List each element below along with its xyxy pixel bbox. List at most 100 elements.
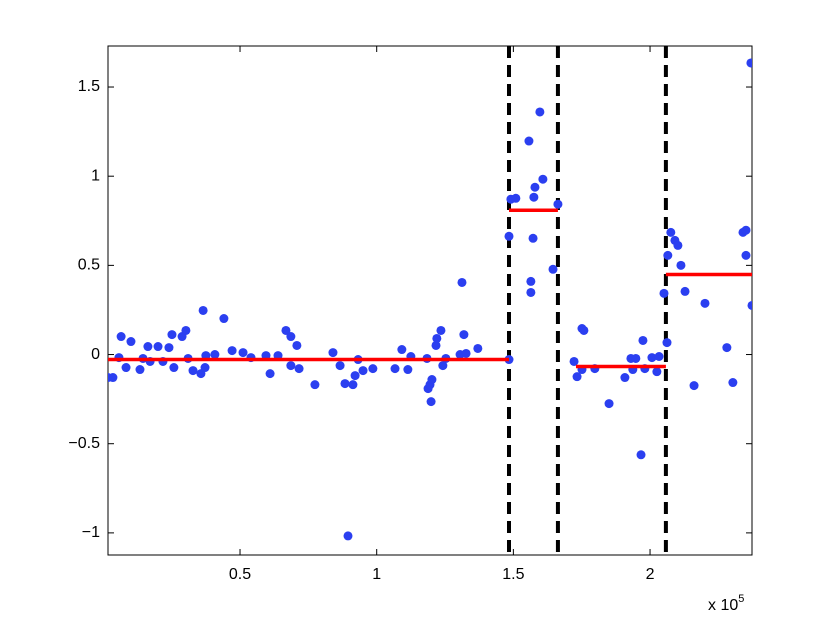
data-point bbox=[535, 107, 545, 117]
data-point bbox=[526, 276, 536, 286]
data-point bbox=[108, 373, 118, 383]
x-multiplier-base: x 10 bbox=[708, 597, 738, 614]
data-point bbox=[631, 353, 641, 363]
data-point bbox=[153, 342, 163, 352]
data-point bbox=[457, 277, 467, 287]
y-tick-label: 1 bbox=[91, 167, 100, 184]
data-point bbox=[689, 381, 699, 391]
data-point bbox=[227, 346, 237, 356]
data-point bbox=[286, 332, 296, 342]
data-point bbox=[728, 378, 738, 388]
data-point bbox=[340, 379, 350, 389]
data-point bbox=[126, 337, 136, 347]
data-point bbox=[397, 345, 407, 355]
data-point bbox=[638, 335, 648, 345]
data-point bbox=[700, 298, 710, 308]
data-point bbox=[328, 348, 338, 358]
data-point bbox=[121, 363, 131, 373]
data-point bbox=[210, 350, 220, 360]
data-point bbox=[741, 250, 751, 260]
data-point bbox=[343, 531, 353, 541]
data-point bbox=[432, 333, 442, 343]
data-point bbox=[164, 343, 174, 353]
x-tick-label: 0.5 bbox=[229, 566, 251, 583]
data-point bbox=[579, 325, 589, 335]
x-multiplier: x 105 bbox=[708, 593, 744, 614]
data-point bbox=[461, 348, 471, 358]
data-point bbox=[426, 397, 436, 407]
x-multiplier-exponent: 5 bbox=[738, 593, 744, 605]
data-point bbox=[504, 231, 514, 241]
data-point bbox=[652, 367, 662, 377]
data-point bbox=[722, 343, 732, 353]
data-point bbox=[663, 250, 673, 260]
data-point bbox=[286, 361, 296, 371]
data-point bbox=[604, 399, 614, 409]
data-point bbox=[198, 305, 208, 315]
data-point bbox=[526, 287, 536, 297]
data-point bbox=[358, 366, 368, 376]
data-point bbox=[620, 373, 630, 383]
data-point bbox=[143, 342, 153, 352]
data-point bbox=[538, 174, 548, 184]
y-tick-label: 0 bbox=[91, 346, 100, 363]
data-point bbox=[659, 288, 669, 298]
y-tick-label: −0.5 bbox=[68, 435, 100, 452]
data-point bbox=[368, 364, 378, 374]
data-point bbox=[459, 330, 469, 340]
data-point bbox=[181, 325, 191, 335]
data-point bbox=[238, 348, 248, 358]
data-point bbox=[528, 233, 538, 243]
data-point bbox=[680, 286, 690, 296]
plot-area bbox=[108, 46, 752, 555]
data-point bbox=[473, 343, 483, 353]
data-point bbox=[548, 264, 558, 274]
data-point bbox=[294, 364, 304, 374]
y-tick-label: 1.5 bbox=[78, 78, 100, 95]
data-point bbox=[390, 364, 400, 374]
data-point bbox=[281, 325, 291, 335]
x-tick-label: 1 bbox=[372, 566, 381, 583]
data-point bbox=[200, 363, 210, 373]
data-point bbox=[431, 340, 441, 350]
data-point bbox=[569, 356, 579, 366]
data-point bbox=[511, 193, 521, 203]
data-point bbox=[167, 330, 177, 340]
y-tick-label: 0.5 bbox=[78, 257, 100, 274]
data-point bbox=[310, 380, 320, 390]
plot-frame bbox=[107, 45, 753, 556]
y-tick-label: −1 bbox=[82, 524, 100, 541]
data-point bbox=[676, 260, 686, 270]
data-point bbox=[292, 340, 302, 350]
data-point bbox=[219, 314, 229, 324]
x-tick-label: 2 bbox=[646, 566, 655, 583]
data-point bbox=[427, 375, 437, 385]
data-point bbox=[666, 227, 676, 237]
data-point bbox=[654, 352, 664, 362]
data-point bbox=[747, 300, 752, 310]
data-point bbox=[662, 338, 672, 348]
data-point bbox=[647, 353, 657, 363]
data-point bbox=[188, 366, 198, 376]
data-point bbox=[403, 365, 413, 375]
data-point bbox=[436, 325, 446, 335]
data-point bbox=[335, 361, 345, 371]
data-point bbox=[135, 365, 145, 375]
data-point bbox=[116, 332, 126, 342]
data-point bbox=[169, 363, 179, 373]
data-point bbox=[438, 361, 448, 371]
data-point bbox=[636, 450, 646, 460]
data-point bbox=[265, 369, 275, 379]
data-point bbox=[348, 380, 358, 390]
data-point bbox=[530, 182, 540, 192]
data-point bbox=[741, 225, 751, 235]
data-point bbox=[746, 58, 752, 68]
x-tick-label: 1.5 bbox=[502, 566, 524, 583]
data-point bbox=[350, 371, 360, 381]
data-point bbox=[524, 136, 534, 146]
data-point bbox=[572, 372, 582, 382]
data-point bbox=[529, 192, 539, 202]
data-point bbox=[553, 199, 563, 209]
data-point bbox=[673, 240, 683, 250]
